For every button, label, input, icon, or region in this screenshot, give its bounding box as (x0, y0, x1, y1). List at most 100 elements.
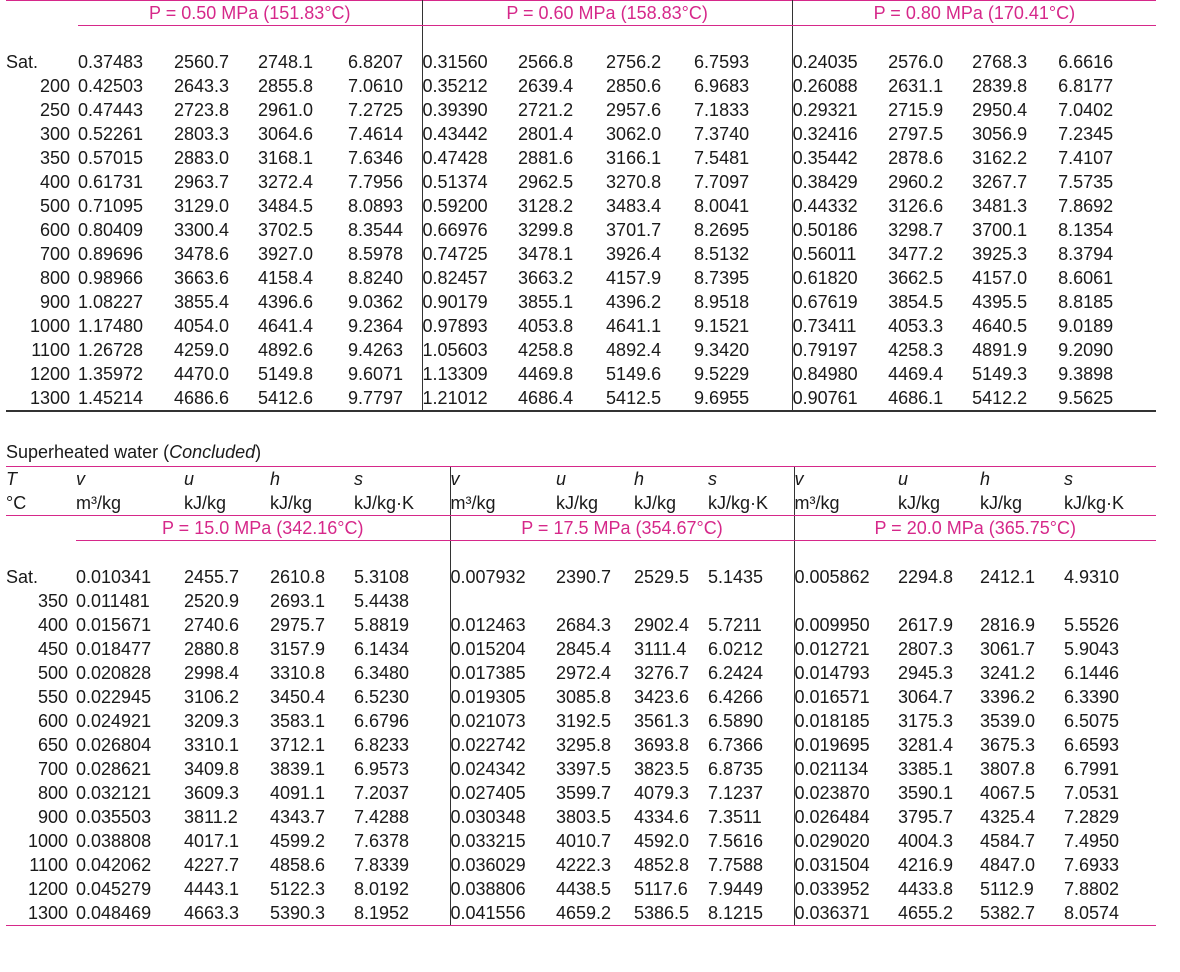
specific-volume-cell: 0.42503 (78, 76, 144, 96)
table-row: 900 0.035503 3811.2 4343.7 7.4288 0.030348 380… (6, 805, 1156, 829)
internal-energy-cell: 2723.8 (174, 100, 230, 120)
temperature-cell: 700 (37, 759, 68, 779)
temperature-cell: 300 (39, 124, 70, 144)
specific-volume-cell: 0.90761 (791, 386, 889, 411)
header-unit: kJ/kg·K (354, 491, 450, 516)
entropy-cell: 7.3740 (694, 124, 750, 144)
internal-energy-cell: 4216.9 (898, 855, 954, 875)
entropy-cell: 6.5230 (354, 687, 410, 707)
temperature-cell: Sat. (6, 567, 39, 587)
enthalpy-cell: 3062.0 (606, 124, 662, 144)
entropy-cell: 6.9683 (694, 76, 750, 96)
enthalpy-cell: 5149.3 (972, 364, 1028, 384)
table-row: 800 0.98966 3663.6 4158.4 8.8240 0.82457 3663.… (6, 266, 1156, 290)
specific-volume-cell: 0.031504 (793, 853, 898, 877)
entropy-cell: 8.9518 (694, 292, 750, 312)
internal-energy-cell: 3281.4 (898, 735, 954, 755)
internal-energy-cell: 3795.7 (898, 807, 954, 827)
enthalpy-cell: 2839.8 (972, 76, 1028, 96)
entropy-cell: 6.1446 (1064, 663, 1120, 683)
specific-volume-cell: 0.35212 (421, 74, 519, 98)
internal-energy-cell: 2576.0 (888, 52, 944, 72)
internal-energy-cell: 2390.7 (556, 567, 612, 587)
entropy-cell: 7.4288 (354, 807, 410, 827)
header-unit: m³/kg (76, 491, 184, 516)
internal-energy-cell: 4469.4 (888, 364, 944, 384)
temperature-cell: 350 (39, 148, 70, 168)
enthalpy-cell: 3168.1 (258, 148, 314, 168)
specific-volume-cell: 0.022742 (449, 733, 556, 757)
section-title-suffix: ) (255, 442, 262, 462)
temperature-cell: 1000 (29, 316, 70, 336)
enthalpy-cell: 4395.5 (972, 292, 1028, 312)
internal-energy-cell: 2560.7 (174, 52, 230, 72)
specific-volume-cell: 0.35442 (791, 146, 889, 170)
specific-volume-cell: 0.024342 (449, 757, 556, 781)
entropy-cell: 7.1237 (708, 783, 764, 803)
enthalpy-cell: 5149.6 (606, 364, 662, 384)
enthalpy-cell: 2855.8 (258, 76, 314, 96)
entropy-cell: 6.6796 (354, 711, 410, 731)
specific-volume-cell: 0.009950 (793, 613, 898, 637)
enthalpy-cell: 3061.7 (980, 639, 1036, 659)
specific-volume-cell: 0.028621 (76, 759, 152, 779)
specific-volume-cell: 0.98966 (78, 268, 144, 288)
entropy-cell: 9.3420 (694, 340, 750, 360)
header-unit: kJ/kg (634, 491, 708, 516)
specific-volume-cell: 0.84980 (791, 362, 889, 386)
internal-energy-cell: 4258.8 (518, 340, 574, 360)
entropy-cell: 5.5526 (1064, 615, 1120, 635)
enthalpy-cell: 3712.1 (270, 735, 326, 755)
specific-volume-cell: 0.041556 (449, 901, 556, 926)
entropy-cell: 7.7097 (694, 172, 750, 192)
table-row: 650 0.026804 3310.1 3712.1 6.8233 0.022742 329… (6, 733, 1156, 757)
specific-volume-cell: 0.59200 (421, 194, 519, 218)
specific-volume-cell: 0.026804 (76, 735, 152, 755)
specific-volume-cell: 0.027405 (449, 781, 556, 805)
entropy-cell: 8.7395 (694, 268, 750, 288)
internal-energy-cell: 4686.4 (518, 388, 574, 408)
table-row: 600 0.024921 3209.3 3583.1 6.6796 0.021073 319… (6, 709, 1156, 733)
enthalpy-cell: 4334.6 (634, 807, 690, 827)
internal-energy-cell: 4222.3 (556, 855, 612, 875)
entropy-cell: 6.7991 (1064, 759, 1120, 779)
internal-energy-cell: 3298.7 (888, 220, 944, 240)
internal-energy-cell: 4663.3 (184, 901, 270, 926)
enthalpy-cell: 5117.6 (634, 879, 688, 899)
temperature-cell: 600 (37, 711, 68, 731)
entropy-cell: 7.5481 (694, 148, 750, 168)
header-symbol: T (6, 469, 17, 489)
enthalpy-cell: 5149.8 (258, 364, 314, 384)
specific-volume-cell: 0.019695 (793, 733, 898, 757)
enthalpy-cell: 3926.4 (606, 244, 662, 264)
internal-energy-cell: 4053.3 (888, 316, 944, 336)
enthalpy-cell: 4892.6 (258, 340, 314, 360)
entropy-cell: 8.5978 (348, 244, 404, 264)
entropy-cell: 7.6378 (354, 831, 410, 851)
enthalpy-cell: 5412.6 (258, 388, 314, 408)
enthalpy-cell: 4847.0 (980, 855, 1036, 875)
internal-energy-cell: 3295.8 (556, 735, 612, 755)
internal-energy-cell: 4433.8 (898, 879, 954, 899)
entropy-cell: 7.3511 (708, 807, 762, 827)
header-unit-row: °C m³/kg kJ/kg kJ/kg kJ/kg·K m³/kg kJ/kg kJ/kg k… (6, 491, 1156, 516)
specific-volume-cell: 0.24035 (791, 50, 889, 74)
enthalpy-cell: 3561.3 (634, 711, 690, 731)
header-unit: kJ/kg (270, 491, 354, 516)
table-row: 1300 0.048469 4663.3 5390.3 8.1952 0.041556 46… (6, 901, 1156, 926)
entropy-cell: 9.0189 (1058, 316, 1114, 336)
table-row: Sat. 0.010341 2455.7 2610.8 5.3108 0.007932 23… (6, 565, 1156, 589)
entropy-cell: 6.3480 (354, 663, 410, 683)
internal-energy-cell: 2684.3 (556, 615, 612, 635)
header-symbol: u (184, 469, 195, 489)
enthalpy-cell: 4396.6 (258, 292, 314, 312)
entropy-cell: 9.0362 (348, 292, 404, 312)
temperature-cell: 650 (37, 735, 68, 755)
entropy-cell: 9.7797 (348, 388, 404, 408)
internal-energy-cell: 3478.6 (174, 244, 230, 264)
temperature-cell: Sat. (6, 52, 39, 72)
internal-energy-cell: 2617.9 (898, 615, 954, 635)
entropy-cell: 6.6593 (1064, 735, 1120, 755)
section-title-prefix: Superheated water ( (6, 442, 170, 462)
entropy-cell: 6.1434 (354, 639, 410, 659)
